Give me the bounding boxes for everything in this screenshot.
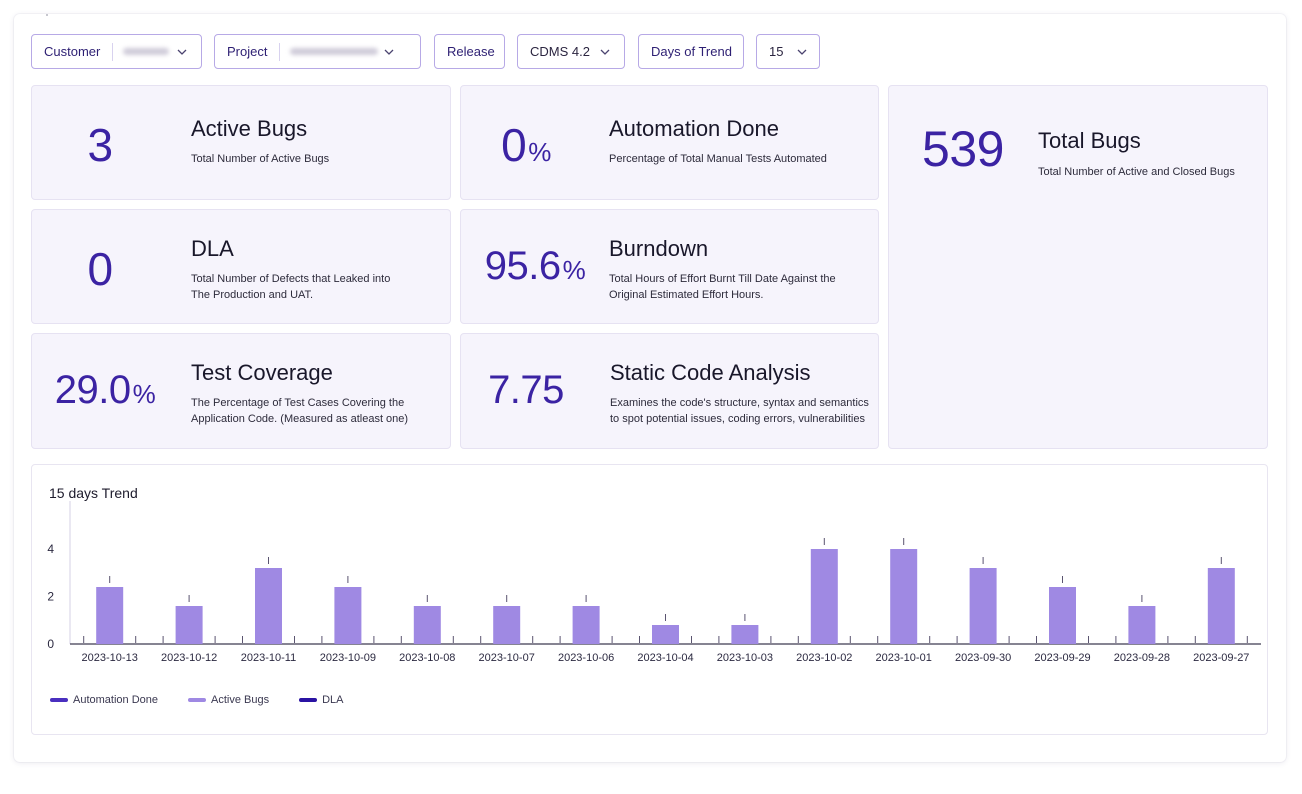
bar-active-bugs[interactable] — [255, 568, 282, 644]
dla-desc: Total Number of Defects that Leaked into… — [191, 273, 391, 301]
legend-label: Automation Done — [73, 694, 158, 706]
test-coverage-card[interactable]: 29.0% Test Coverage The Percentage of Te… — [31, 333, 451, 449]
burndown-card[interactable]: 95.6% Burndown Total Hours of Effort Bur… — [460, 209, 879, 324]
test-coverage-title: Test Coverage — [191, 360, 333, 385]
legend-swatch — [299, 698, 318, 702]
burndown-value: 95.6% — [484, 244, 586, 288]
x-tick-label: 2023-09-30 — [955, 652, 1011, 664]
bar-active-bugs[interactable] — [572, 606, 600, 644]
x-tick-label: 2023-10-06 — [558, 652, 614, 664]
test-coverage-value: 29.0% — [54, 368, 156, 412]
bar-active-bugs[interactable] — [969, 568, 997, 644]
static-code-title: Static Code Analysis — [610, 360, 811, 385]
automation-done-title: Automation Done — [609, 116, 779, 141]
bar-active-bugs[interactable] — [413, 606, 441, 644]
days-select[interactable]: 15 — [756, 34, 820, 69]
x-tick-label: 2023-10-07 — [479, 652, 535, 664]
x-tick-label: 2023-10-04 — [637, 652, 693, 664]
bar-active-bugs[interactable] — [1128, 606, 1156, 644]
bar-active-bugs[interactable] — [810, 549, 838, 644]
x-tick-label: 2023-10-13 — [82, 652, 138, 664]
filter-divider — [279, 42, 281, 61]
bar-active-bugs[interactable] — [175, 606, 203, 644]
static-code-value: 7.75 — [488, 368, 564, 412]
static-code-card[interactable]: 7.75 Static Code Analysis Examines the c… — [460, 333, 879, 449]
customer-filter-label: Customer — [44, 44, 101, 59]
burndown-title: Burndown — [609, 236, 709, 261]
y-tick-label: 2 — [47, 590, 54, 604]
customer-filter[interactable]: Customer — [31, 34, 202, 69]
legend-item-automation-done[interactable]: Automation Done — [50, 694, 158, 706]
active-bugs-value: 3 — [87, 119, 113, 171]
bar-active-bugs[interactable] — [731, 625, 759, 644]
x-tick-label: 2023-10-12 — [161, 652, 217, 664]
legend-item-active-bugs[interactable]: Active Bugs — [188, 694, 269, 706]
trend-chart: 0 2 4 2023-10-13 2023-10-12 2023-10-11 2023-10… — [47, 501, 1261, 664]
legend-swatch — [50, 698, 68, 702]
total-bugs-card[interactable]: 539 Total Bugs Total Number of Active an… — [888, 85, 1268, 449]
automation-done-desc: Percentage of Total Manual Tests Automat… — [609, 153, 827, 165]
y-tick-label: 0 — [47, 637, 54, 651]
chevron-down-icon — [797, 47, 807, 57]
project-filter-value — [280, 47, 384, 57]
active-bugs-card[interactable]: 3 Active Bugs Total Number of Active Bug… — [31, 85, 451, 200]
legend-label: DLA — [322, 694, 344, 706]
legend-item-dla[interactable]: DLA — [299, 694, 344, 706]
y-tick-label: 4 — [47, 542, 54, 556]
legend-swatch — [188, 698, 206, 702]
page-dot — [46, 14, 48, 16]
automation-done-card[interactable]: 0% Automation Done Percentage of Total M… — [460, 85, 879, 200]
trend-chart-panel: 15 days Trend 0 2 4 2023-10-13 2023-10-12 202… — [31, 464, 1268, 735]
chevron-down-icon — [177, 47, 187, 57]
release-filter[interactable]: Release — [434, 34, 505, 69]
x-tick-label: 2023-09-28 — [1114, 652, 1170, 664]
chevron-down-icon — [384, 47, 394, 57]
total-bugs-value: 539 — [922, 121, 1004, 177]
days-of-trend-filter[interactable]: Days of Trend — [638, 34, 744, 69]
active-bugs-desc: Total Number of Active Bugs — [191, 153, 330, 165]
dla-value: 0 — [87, 243, 113, 295]
total-bugs-desc: Total Number of Active and Closed Bugs — [1038, 166, 1235, 178]
chart-title: 15 days Trend — [49, 485, 138, 501]
bar-active-bugs[interactable] — [890, 549, 918, 644]
x-tick-label: 2023-10-03 — [717, 652, 773, 664]
dla-title: DLA — [191, 236, 234, 261]
customer-filter-value — [113, 47, 177, 57]
automation-done-value: 0% — [501, 119, 551, 171]
filter-divider — [112, 42, 114, 61]
active-bugs-title: Active Bugs — [191, 116, 308, 141]
days-select-value: 15 — [769, 44, 784, 59]
release-select[interactable]: CDMS 4.2 — [517, 34, 625, 69]
bar-active-bugs[interactable] — [493, 606, 521, 644]
x-tick-label: 2023-09-27 — [1193, 652, 1249, 664]
x-tick-label: 2023-10-11 — [241, 652, 296, 664]
x-tick-label: 2023-10-01 — [876, 652, 932, 664]
bar-active-bugs[interactable] — [1049, 587, 1076, 644]
blurred-value — [123, 48, 170, 55]
dla-card[interactable]: 0 DLA Total Number of Defects that Leake… — [31, 209, 451, 324]
legend-label: Active Bugs — [211, 694, 270, 706]
bar-active-bugs[interactable] — [1207, 568, 1235, 644]
burndown-desc: Total Hours of Effort Burnt Till Date Ag… — [609, 273, 836, 301]
test-coverage-desc: The Percentage of Test Cases Covering th… — [191, 397, 409, 425]
x-tick-label: 2023-10-02 — [796, 652, 852, 664]
bar-active-bugs[interactable] — [334, 587, 362, 644]
bar-active-bugs[interactable] — [652, 625, 679, 644]
bar-active-bugs[interactable] — [96, 587, 124, 644]
x-tick-label: 2023-10-09 — [320, 652, 376, 664]
blurred-value — [290, 48, 379, 55]
static-code-desc: Examines the code's structure, syntax an… — [610, 397, 869, 425]
release-select-value: CDMS 4.2 — [530, 44, 590, 59]
total-bugs-title: Total Bugs — [1038, 128, 1141, 153]
project-filter[interactable]: Project — [214, 34, 421, 69]
chart-legend: Automation Done Active Bugs DLA — [50, 694, 374, 706]
project-filter-label: Project — [227, 44, 268, 59]
x-tick-label: 2023-10-08 — [399, 652, 455, 664]
release-filter-label: Release — [447, 44, 495, 59]
chevron-down-icon — [600, 47, 610, 57]
days-of-trend-label: Days of Trend — [651, 44, 732, 59]
x-tick-label: 2023-09-29 — [1034, 652, 1090, 664]
